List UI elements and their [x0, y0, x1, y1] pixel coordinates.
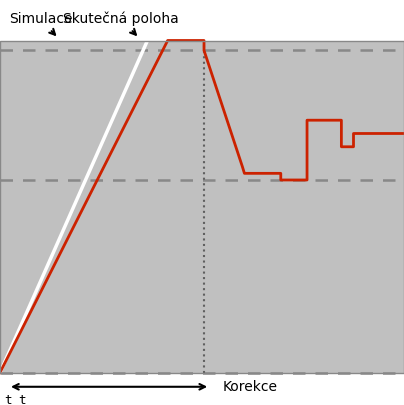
Text: Simulace: Simulace [8, 12, 72, 35]
Bar [0, 40, 404, 373]
Text: t: t [19, 394, 26, 405]
Text: Korekce: Korekce [222, 380, 277, 394]
Text: t: t [4, 394, 12, 405]
Bar [0, 40, 404, 373]
Text: Skutečná poloha: Skutečná poloha [63, 12, 179, 35]
